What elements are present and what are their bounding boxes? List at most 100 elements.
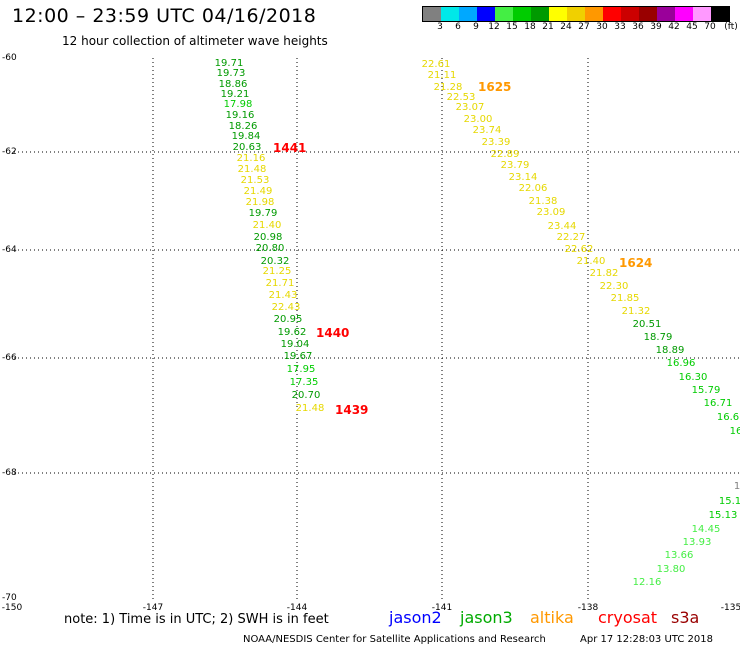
scale-label: 18 <box>524 22 536 32</box>
longitude-label: -150 <box>1 603 23 613</box>
latitude-label: -66 <box>2 353 17 363</box>
wave-height-value: 20.51 <box>632 319 662 330</box>
latitude-label: -62 <box>2 147 17 157</box>
wave-height-value: 23.79 <box>500 160 530 171</box>
wave-height-value: 22.43 <box>271 302 301 313</box>
scale-label: (ft) <box>724 22 738 32</box>
wave-height-value: 19.16 <box>225 110 255 121</box>
wave-height-value: 14.45 <box>691 524 721 535</box>
wave-height-value: 18.86 <box>218 79 248 90</box>
wave-height-value: 21.48 <box>237 164 267 175</box>
pass-time-label: 1624 <box>619 256 653 270</box>
wave-height-value: 16.6 <box>716 412 740 423</box>
longitude-label: -147 <box>142 603 164 613</box>
wave-height-value: 19.71 <box>214 58 244 69</box>
longitude-label: -141 <box>431 603 453 613</box>
scale-label: 6 <box>455 22 461 32</box>
scale-label: 12 <box>488 22 500 32</box>
scale-swatch <box>495 7 513 21</box>
scale-swatch <box>621 7 639 21</box>
scale-swatch <box>657 7 675 21</box>
scale-label: 30 <box>596 22 608 32</box>
wave-height-value: 21.43 <box>268 290 298 301</box>
wave-height-value: 16 <box>729 426 740 437</box>
wave-height-value: 18.79 <box>643 332 673 343</box>
longitude-label: -135 <box>720 603 740 613</box>
wave-height-value: 21.25 <box>262 266 292 277</box>
latitude-label: -70 <box>2 593 17 603</box>
wave-height-value: 16.96 <box>666 358 696 369</box>
wave-height-value: 15.1 <box>718 496 740 507</box>
longitude-label: -144 <box>286 603 308 613</box>
wave-height-value: 21.98 <box>245 197 275 208</box>
wave-height-value: 22.27 <box>556 232 586 243</box>
pass-time-label: 1441 <box>273 141 307 155</box>
wave-height-value: 22.89 <box>490 149 520 160</box>
wave-height-value: 21.53 <box>240 175 270 186</box>
wave-height-value: 16.30 <box>678 372 708 383</box>
wave-height-value: 23.09 <box>536 207 566 218</box>
latitude-label: -68 <box>2 468 17 478</box>
wave-height-value: 22.06 <box>518 183 548 194</box>
wave-height-value: 21.71 <box>265 278 295 289</box>
wave-height-value: 22.62 <box>564 244 594 255</box>
satellite-legend-item: jason2 <box>389 608 442 627</box>
wave-height-value: 19.84 <box>231 131 261 142</box>
wave-height-value: 18.26 <box>228 121 258 132</box>
wave-height-value: 1 <box>733 481 740 492</box>
wave-height-value: 20.32 <box>260 256 290 267</box>
scale-label: 39 <box>650 22 662 32</box>
wave-height-value: 18.89 <box>655 345 685 356</box>
wave-height-value: 17.35 <box>289 377 319 388</box>
wave-height-value: 22.61 <box>421 59 451 70</box>
wave-height-value: 21.82 <box>589 268 619 279</box>
wave-height-value: 23.07 <box>455 102 485 113</box>
wave-height-value: 23.39 <box>481 137 511 148</box>
wave-height-value: 19.73 <box>216 68 246 79</box>
map-grid <box>14 58 740 600</box>
wave-height-value: 21.11 <box>427 70 457 81</box>
scale-swatch <box>639 7 657 21</box>
wave-height-value: 22.30 <box>599 281 629 292</box>
wave-height-value: 19.67 <box>283 351 313 362</box>
scale-swatch <box>477 7 495 21</box>
footer-timestamp: Apr 17 12:28:03 UTC 2018 <box>580 634 713 645</box>
wave-height-value: 19.79 <box>248 208 278 219</box>
scale-swatch <box>675 7 693 21</box>
scale-swatch <box>423 7 441 21</box>
scale-label: 3 <box>437 22 443 32</box>
satellite-legend-item: s3a <box>671 608 700 627</box>
scale-label: 42 <box>668 22 680 32</box>
longitude-label: -138 <box>577 603 599 613</box>
scale-label: 33 <box>614 22 626 32</box>
scale-swatch <box>549 7 567 21</box>
scale-swatch <box>513 7 531 21</box>
color-scale-bar <box>422 6 730 22</box>
wave-height-value: 15.79 <box>691 385 721 396</box>
wave-height-value: 20.98 <box>253 232 283 243</box>
scale-swatch <box>459 7 477 21</box>
wave-height-value: 13.80 <box>656 564 686 575</box>
wave-height-value: 22.53 <box>446 92 476 103</box>
wave-height-value: 21.48 <box>295 403 325 414</box>
scale-swatch <box>531 7 549 21</box>
scale-label: 27 <box>578 22 590 32</box>
wave-height-value: 23.74 <box>472 125 502 136</box>
scale-label: 21 <box>542 22 554 32</box>
wave-height-value: 19.04 <box>280 339 310 350</box>
satellite-legend-item: jason3 <box>460 608 513 627</box>
footer-credit: NOAA/NESDIS Center for Satellite Applica… <box>243 634 546 645</box>
wave-height-value: 19.62 <box>277 327 307 338</box>
pass-time-label: 1439 <box>335 403 369 417</box>
satellite-legend-item: altika <box>530 608 574 627</box>
scale-label: 45 <box>686 22 698 32</box>
wave-height-value: 19.21 <box>220 89 250 100</box>
wave-height-value: 15.13 <box>708 510 738 521</box>
wave-height-value: 21.28 <box>433 82 463 93</box>
wave-height-value: 20.70 <box>291 390 321 401</box>
scale-swatch <box>567 7 585 21</box>
wave-height-value: 23.14 <box>508 172 538 183</box>
wave-height-value: 20.63 <box>232 142 262 153</box>
wave-height-value: 21.49 <box>243 186 273 197</box>
wave-height-value: 21.16 <box>236 153 266 164</box>
